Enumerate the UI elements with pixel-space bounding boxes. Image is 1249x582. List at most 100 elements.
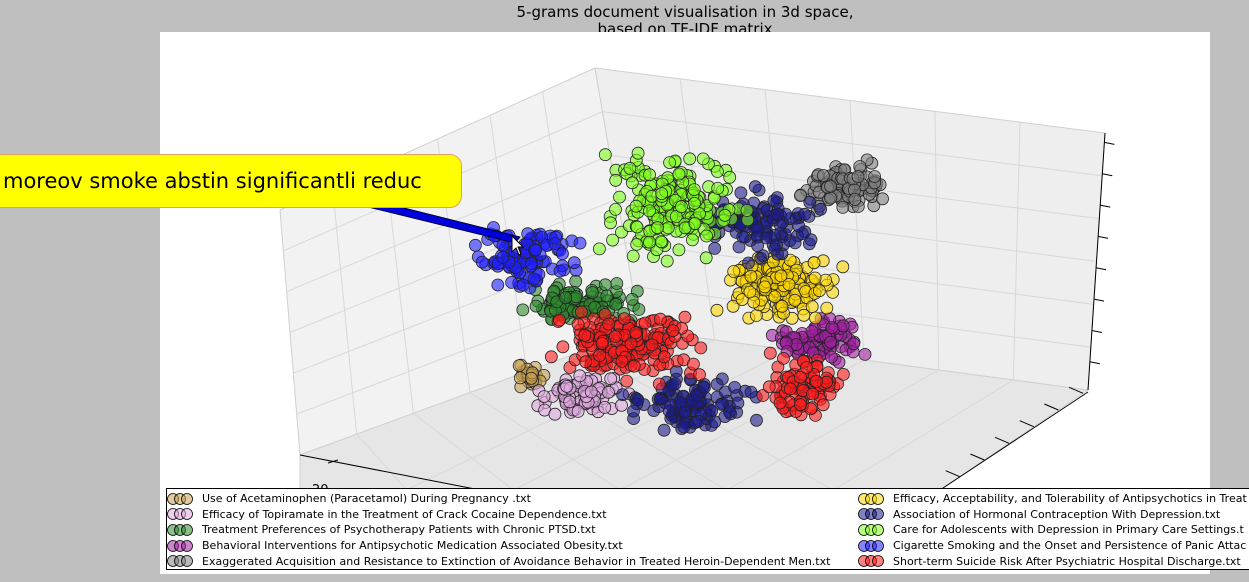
data-point [563,395,577,409]
chart-title-line-1: 5-grams document visualisation in 3d spa… [516,3,854,21]
data-point [595,336,609,350]
data-point [615,398,628,412]
data-point [847,337,861,351]
z-axis-line [1087,132,1106,391]
data-point [668,377,682,391]
data-point [606,233,619,247]
data-point [556,247,569,261]
data-point [575,305,588,319]
data-point [819,273,832,287]
data-point [598,148,612,162]
data-point [529,299,543,313]
legend-marker-dot [181,524,193,536]
data-point [767,194,781,208]
data-point [748,180,762,194]
data-point [556,340,570,354]
data-point [808,271,822,285]
grid-line [632,285,1091,348]
data-point [627,404,640,418]
data-point [708,415,722,429]
data-point [567,256,581,270]
data-point [610,277,624,290]
data-point [625,176,639,190]
data-point [516,278,530,292]
data-point [683,152,697,166]
data-point [569,274,583,288]
data-point [687,183,701,197]
data-point [756,389,770,402]
data-point [768,242,782,256]
data-point [727,265,741,278]
data-point [758,280,772,294]
axis-tick [1091,329,1103,333]
data-point [837,367,850,381]
legend-item: Association of Hormonal Contraception Wi… [858,507,1247,523]
data-point [657,350,671,364]
data-point [711,165,724,178]
data-point [836,200,850,214]
legend-label: Association of Hormonal Contraception Wi… [893,507,1221,521]
data-point [723,170,737,184]
data-point [728,380,741,394]
data-point [571,404,585,418]
data-point [624,337,638,351]
data-point [638,316,652,330]
data-point [806,387,819,401]
data-point [736,230,750,244]
mouse-cursor-icon [511,234,525,256]
data-point [512,359,526,373]
data-point [529,243,542,257]
data-point [521,227,535,241]
legend-label: Use of Acetaminophen (Paracetamol) Durin… [202,492,531,506]
data-point [810,374,823,388]
data-point [598,278,612,292]
data-point [699,251,713,265]
data-point [851,170,865,184]
data-point [609,173,623,187]
legend-label: Cigarette Smoking and the Onset and Pers… [893,539,1247,553]
data-point [548,237,562,250]
data-point [805,300,819,314]
legend-marker-icon [167,508,193,521]
data-point [754,251,768,265]
axis-tick [994,436,1010,444]
data-point [794,370,807,384]
data-point [693,368,706,382]
data-point [825,321,839,335]
data-point [677,420,691,434]
data-point [620,374,634,388]
legend-marker-icon [858,492,884,505]
data-point [798,207,811,221]
grid-line [833,379,1014,491]
data-point [858,347,872,361]
legend-label: Treatment Preferences of Psychotherapy P… [202,523,596,537]
legend-item: Short-term Suicide Risk After Psychiatri… [858,553,1247,569]
data-point [609,330,622,343]
data-point [573,236,587,250]
axis-tick [1044,403,1059,411]
axis-tick [1089,361,1100,365]
data-point [690,389,704,403]
data-point [744,269,758,283]
data-point [731,396,745,410]
data-point [868,170,881,183]
data-point [602,385,615,399]
axis-tick [327,459,339,464]
legend-marker-icon [858,539,884,552]
data-point [609,202,622,216]
data-point [773,396,787,410]
data-point [824,191,837,205]
data-point [632,303,646,316]
data-point [613,190,626,204]
data-point [744,385,758,399]
data-point [513,371,527,385]
axis-ticks [327,141,1115,478]
data-point [662,404,676,418]
data-point [573,369,587,383]
axis-tick [1019,420,1034,428]
legend-marker-dot [872,539,884,552]
data-point [803,195,817,209]
data-point [661,221,675,235]
legend-marker-icon [167,524,193,536]
data-point [794,398,807,412]
